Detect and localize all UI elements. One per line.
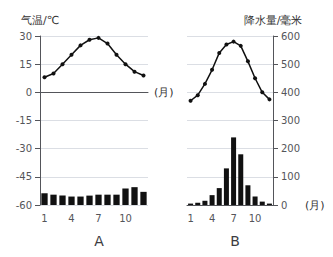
svg-text:B: B <box>230 233 240 249</box>
svg-text:降水量/毫米: 降水量/毫米 <box>244 14 303 27</box>
svg-text:-30: -30 <box>16 143 32 154</box>
svg-text:(月): (月) <box>154 86 174 99</box>
svg-text:1: 1 <box>41 213 47 224</box>
svg-text:A: A <box>94 233 104 249</box>
svg-text:4: 4 <box>209 213 215 224</box>
svg-text:7: 7 <box>230 213 236 224</box>
svg-text:15: 15 <box>19 59 32 70</box>
svg-text:300: 300 <box>281 115 300 126</box>
svg-text:0: 0 <box>281 200 287 211</box>
svg-text:气温/℃: 气温/℃ <box>21 14 59 27</box>
svg-text:10: 10 <box>249 213 262 224</box>
svg-text:0: 0 <box>26 87 32 98</box>
svg-text:500: 500 <box>281 59 300 70</box>
svg-text:7: 7 <box>95 213 101 224</box>
svg-text:4: 4 <box>68 213 74 224</box>
svg-text:-60: -60 <box>16 200 32 211</box>
svg-text:100: 100 <box>281 171 300 182</box>
svg-text:10: 10 <box>119 213 132 224</box>
svg-text:200: 200 <box>281 143 300 154</box>
svg-text:(月): (月) <box>305 199 325 212</box>
svg-text:-15: -15 <box>16 115 32 126</box>
svg-text:600: 600 <box>281 31 300 42</box>
svg-text:30: 30 <box>19 31 32 42</box>
svg-text:1: 1 <box>187 213 193 224</box>
svg-text:-45: -45 <box>16 171 32 182</box>
svg-text:400: 400 <box>281 87 300 98</box>
